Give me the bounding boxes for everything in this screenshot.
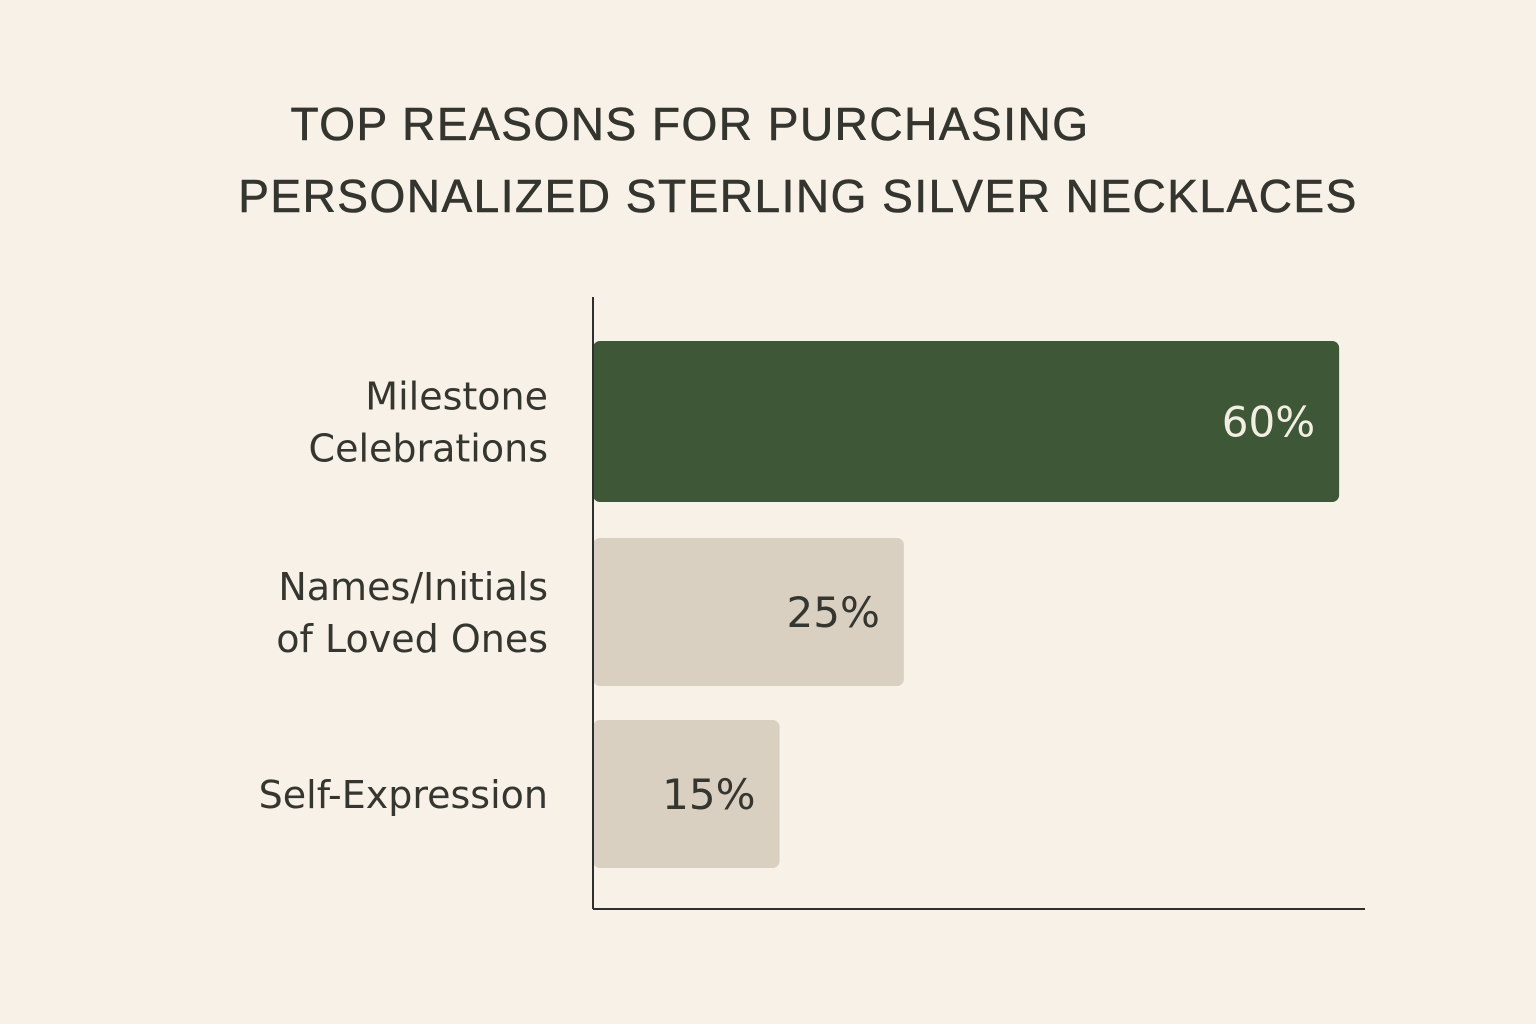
value-label-0: 60% <box>1222 398 1315 447</box>
bar-0 <box>593 341 1340 502</box>
value-label-2: 15% <box>662 770 755 819</box>
category-label-2: Self-Expression <box>259 773 548 817</box>
category-label-0: Milestone Celebrations <box>309 375 548 471</box>
value-label-1: 25% <box>787 588 880 637</box>
category-label-0-line-0: Milestone <box>365 375 548 419</box>
chart-title-line-1: TOP REASONS FOR PURCHASING <box>290 98 1090 151</box>
bar-2 <box>593 720 780 868</box>
bar-group: 60% Milestone Celebrations 25% Names/Initial… <box>259 341 1340 868</box>
bar-1 <box>593 538 904 686</box>
chart-title: TOP REASONS FOR PURCHASING PERSONALIZED … <box>0 88 1536 232</box>
category-label-1: Names/Initials of Loved Ones <box>276 565 548 661</box>
chart-title-line-2: PERSONALIZED STERLING SILVER NECKLACES <box>238 170 1358 223</box>
category-label-2-line-0: Self-Expression <box>259 773 548 817</box>
category-label-1-line-1: of Loved Ones <box>276 617 548 661</box>
category-label-1-line-0: Names/Initials <box>278 565 548 609</box>
category-label-0-line-1: Celebrations <box>309 427 548 471</box>
